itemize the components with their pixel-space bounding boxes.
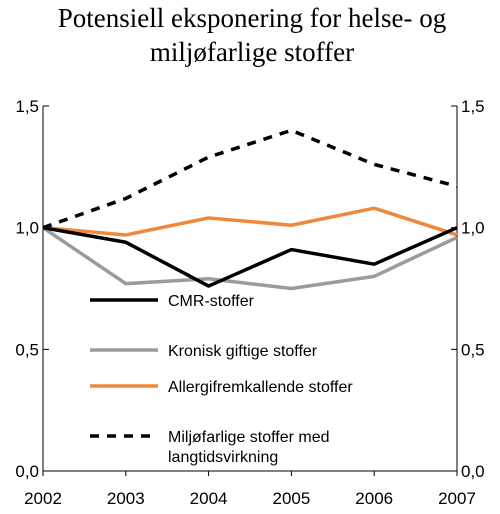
y-tick-label-left: 1,0 (15, 219, 39, 238)
legend-label-1: CMR-stoffer (168, 293, 255, 310)
y-tick-label-left: 0,0 (15, 462, 39, 481)
x-tick-label: 2002 (24, 489, 62, 508)
x-tick-label: 2006 (355, 489, 393, 508)
legend-label-2: Kronisk giftige stoffer (168, 343, 318, 360)
y-tick-label-right: 0,5 (461, 340, 485, 359)
y-tick-label-left: 0,5 (15, 340, 39, 359)
series-line-1 (42, 225, 458, 288)
axes: 0,0 0,0 0,5 0,5 1,0 1,0 1,5 1,5 2002 2003 2004 2005… (15, 97, 484, 508)
legend-label-4-line-1: Miljøfarlige stoffer med (168, 429, 330, 446)
x-tick-label: 2003 (107, 489, 145, 508)
legend-label-3: Allergifremkallende stoffer (168, 379, 353, 396)
series-line-3 (42, 206, 458, 237)
series-layer (42, 128, 458, 291)
y-tick-label-right: 0,0 (461, 462, 485, 481)
chart-title-line-1: Potensiell eksponering for helse- og (58, 3, 446, 33)
x-tick-label: 2005 (272, 489, 310, 508)
x-tick-label: 2004 (190, 489, 228, 508)
legend-label-4-line-2: langtidsvirkning (168, 449, 278, 466)
x-tick-label: 2007 (438, 489, 476, 508)
chart-title-line-2: miljøfarlige stoffer (150, 37, 354, 67)
series-line-4 (42, 128, 458, 230)
y-tick-label-right: 1,0 (461, 219, 485, 238)
y-tick-label-left: 1,5 (15, 97, 39, 116)
series-line-2 (42, 226, 458, 291)
y-tick-label-right: 1,5 (461, 97, 485, 116)
legend: CMR-stoffer Kronisk giftige stoffer Allerg… (90, 293, 353, 466)
